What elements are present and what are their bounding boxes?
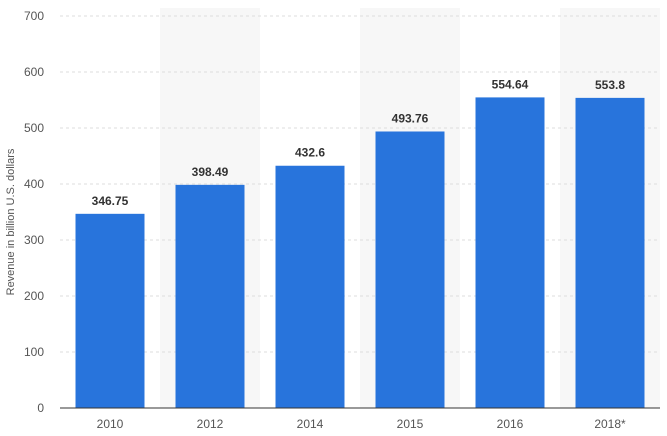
x-tick-label-2010: 2010 [97,417,124,431]
bars [75,97,645,409]
data-label-2012: 398.49 [192,165,229,179]
bar-2018* [575,97,645,408]
data-label-2015: 493.76 [392,111,429,125]
gridlines [60,15,660,353]
x-tick-label-2018*: 2018* [594,417,626,431]
y-tick-label-400: 400 [24,177,44,191]
x-tick-label-2016: 2016 [497,417,524,431]
x-tick-label-2015: 2015 [397,417,424,431]
data-labels: 346.75 398.49 432.6 493.76 554.64 553.8 [92,77,626,207]
data-label-2010: 346.75 [92,194,129,208]
y-tick-label-200: 200 [24,289,44,303]
x-tick-label-2014: 2014 [297,417,324,431]
y-tick-label-0: 0 [37,401,44,415]
y-tick-label-700: 700 [24,9,44,23]
x-tick-label-2012: 2012 [197,417,224,431]
bar-2012 [175,184,245,408]
y-tick-label-300: 300 [24,233,44,247]
y-axis-ticks: 0 100 200 300 400 500 600 700 [24,9,44,415]
y-tick-label-600: 600 [24,65,44,79]
y-axis-title: Revenue in billion U.S. dollars [5,148,17,295]
x-axis-ticks: 2010 2012 2014 2015 2016 2018* [97,417,626,431]
bar-2015 [375,131,445,409]
bar-2016 [475,97,545,408]
data-label-2016: 554.64 [492,77,529,91]
bar-2010 [75,213,145,408]
data-label-2018*: 553.8 [595,78,625,92]
data-label-2014: 432.6 [295,146,325,160]
y-tick-label-500: 500 [24,121,44,135]
bar-2014 [275,165,345,408]
y-tick-label-100: 100 [24,345,44,359]
